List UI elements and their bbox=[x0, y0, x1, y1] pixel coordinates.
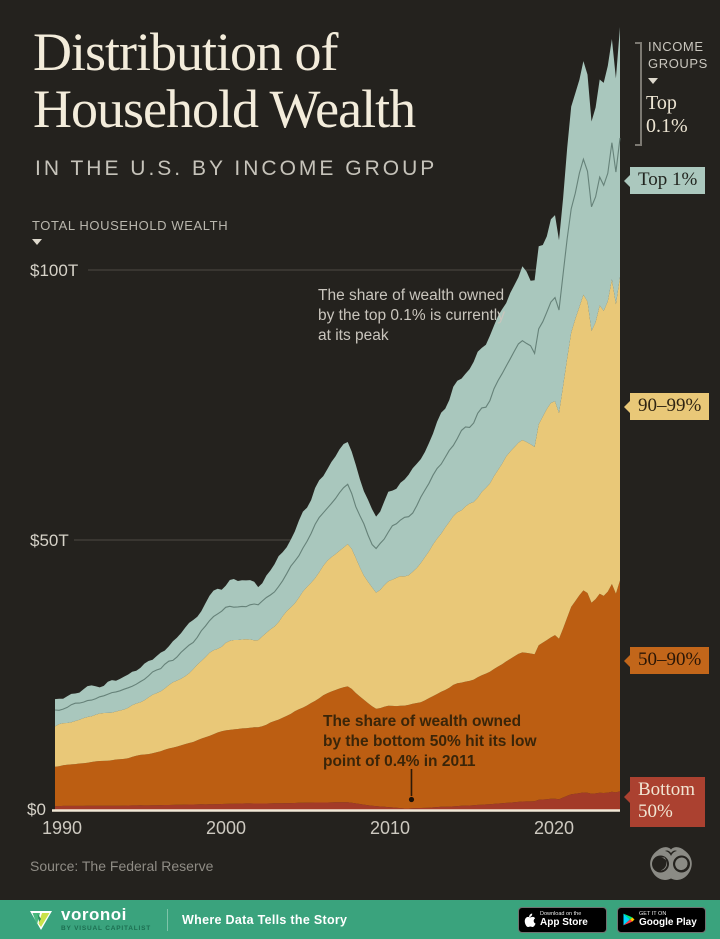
y-axis-caption: TOTAL HOUSEHOLD WEALTH bbox=[32, 218, 229, 233]
google-play-badge[interactable]: GET IT ON Google Play bbox=[617, 906, 706, 933]
legend-badge-bottom50-line2: 50% bbox=[638, 801, 673, 822]
google-play-icon bbox=[623, 913, 635, 926]
legend-badge-top1-label: Top 1% bbox=[638, 169, 698, 190]
voronoi-mark-icon bbox=[30, 910, 52, 930]
title-line-2: Household Wealth bbox=[33, 79, 416, 139]
app-store-badge[interactable]: Download on the App Store bbox=[518, 906, 607, 933]
page-subtitle: IN THE U.S. BY INCOME GROUP bbox=[35, 157, 438, 180]
x-tick-2010: 2010 bbox=[369, 818, 411, 838]
y-tick-0: $0 bbox=[27, 800, 46, 819]
badge-notch-icon bbox=[624, 791, 630, 803]
apple-icon bbox=[524, 913, 536, 927]
badge-notch-icon bbox=[624, 654, 630, 667]
badge-notch-icon bbox=[624, 174, 630, 187]
down-arrow-icon bbox=[648, 78, 658, 84]
brand-name: voronoi bbox=[61, 905, 127, 924]
legend-badge-90-99: 90–99% bbox=[624, 393, 710, 420]
google-play-caption: GET IT ON bbox=[639, 911, 667, 917]
income-groups-dropdown[interactable]: INCOME GROUPS bbox=[648, 38, 708, 84]
title-line-1: Distribution of bbox=[33, 22, 339, 82]
app-store-label: App Store bbox=[540, 917, 588, 928]
footer-bar: voronoi BY VISUAL CAPITALIST Where Data … bbox=[0, 900, 720, 939]
y-axis-caption-dropdown[interactable]: TOTAL HOUSEHOLD WEALTH bbox=[32, 218, 228, 245]
y-tick-50t: $50T bbox=[30, 531, 69, 550]
legend-badge-top1: Top 1% bbox=[624, 167, 706, 194]
x-tick-2020: 2020 bbox=[533, 818, 575, 838]
y-tick-100t: $100T bbox=[30, 261, 79, 280]
income-groups-label-line2: GROUPS bbox=[648, 56, 708, 71]
down-arrow-icon bbox=[32, 239, 42, 245]
top01-range-bracket bbox=[635, 42, 642, 146]
legend-badge-bottom50: Bottom 50% bbox=[624, 777, 706, 827]
footer-divider bbox=[167, 908, 169, 931]
annotation-top01-peak: The share of wealth owned by the top 0.1… bbox=[318, 287, 505, 344]
brand-subtitle: BY VISUAL CAPITALIST bbox=[61, 925, 152, 932]
legend-badge-90-99-label: 90–99% bbox=[638, 395, 702, 416]
source-credit: Source: The Federal Reserve bbox=[30, 858, 214, 874]
annotation-bottom50-low: The share of wealth owned by the bottom … bbox=[323, 713, 537, 770]
legend-badge-50-90-label: 50–90% bbox=[638, 649, 702, 670]
income-groups-label-line1: INCOME bbox=[648, 39, 704, 54]
wealth-stacked-area-chart bbox=[52, 27, 621, 812]
x-tick-1990: 1990 bbox=[41, 818, 83, 838]
badge-notch-icon bbox=[624, 400, 630, 413]
legend-top01: Top 0.1% bbox=[646, 92, 688, 137]
x-tick-2000: 2000 bbox=[205, 818, 247, 838]
voronoi-binoculars-icon bbox=[650, 847, 692, 880]
page-title: Distribution of Household Wealth bbox=[33, 22, 416, 139]
legend-badge-50-90: 50–90% bbox=[624, 647, 710, 674]
voronoi-logo[interactable]: voronoi BY VISUAL CAPITALIST bbox=[28, 905, 152, 933]
legend-badge-bottom50-line1: Bottom bbox=[638, 779, 696, 800]
app-store-caption: Download on the bbox=[540, 911, 582, 917]
footer-tagline: Where Data Tells the Story bbox=[182, 912, 348, 927]
google-play-label: Google Play bbox=[639, 917, 697, 928]
